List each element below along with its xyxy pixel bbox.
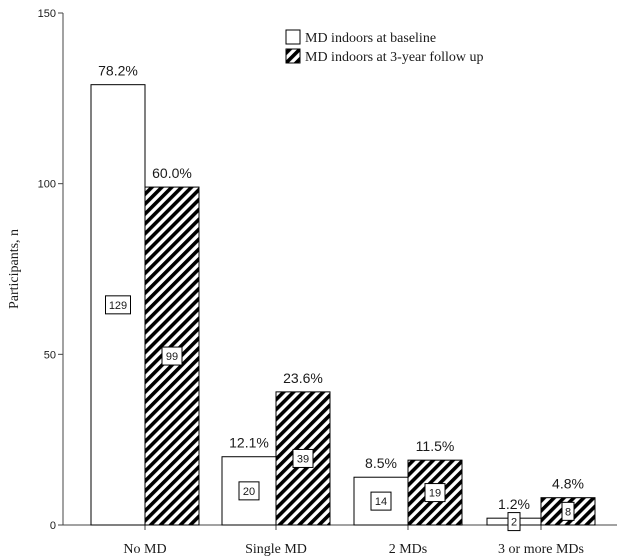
x-tick-label: 3 or more MDs [498, 542, 584, 557]
y-axis-label: Participants, n [7, 229, 22, 309]
count-label: 39 [297, 453, 309, 465]
percent-label: 11.5% [416, 438, 455, 454]
percent-label: 60.0% [152, 165, 192, 181]
count-label-box [507, 512, 521, 532]
legend-label-baseline: MD indoors at baseline [305, 31, 436, 46]
percent-label: 78.2% [98, 63, 138, 79]
y-tick-label: 50 [44, 349, 56, 361]
count-label: 129 [109, 300, 127, 312]
legend-swatch-baseline [285, 29, 301, 45]
count-label: 99 [166, 351, 178, 363]
count-label: 20 [243, 486, 255, 498]
legend-swatch-followup [285, 48, 301, 64]
legend-label-followup: MD indoors at 3-year follow up [305, 50, 483, 65]
bars: 78.2% 129 12.1% 20 8.5% 14 1.2% 2 60.0% 99 23.6% 39… [90, 63, 596, 532]
percent-label: 23.6% [283, 370, 323, 386]
count-label-box [292, 448, 314, 468]
x-tick-label: No MD [123, 542, 166, 557]
count-label: 19 [429, 488, 441, 500]
percent-label: 12.1% [229, 435, 269, 451]
count-label-box [370, 491, 392, 511]
y-tick-label: 100 [38, 179, 56, 191]
y-tick-label: 0 [50, 520, 56, 532]
x-tick-label: 2 MDs [389, 542, 428, 557]
count-label-box [561, 501, 575, 521]
y-tick-label: 150 [38, 8, 56, 20]
percent-label: 4.8% [552, 476, 584, 492]
y-axis: 0 50 100 150 [38, 8, 64, 532]
x-axis: No MD Single MD 2 MDs 3 or more MDs [63, 524, 617, 557]
count-label: 14 [375, 496, 387, 508]
percent-label: 1.2% [498, 496, 530, 512]
count-label-box [105, 295, 131, 315]
percent-label: 8.5% [365, 455, 397, 471]
count-label-box [238, 481, 260, 501]
legend: MD indoors at baseline MD indoors at 3-y… [285, 29, 483, 65]
x-tick-label: Single MD [245, 542, 307, 557]
count-label: 2 [511, 517, 517, 529]
count-label-box [161, 346, 183, 366]
count-label-box [424, 483, 446, 503]
count-label: 8 [565, 506, 571, 518]
